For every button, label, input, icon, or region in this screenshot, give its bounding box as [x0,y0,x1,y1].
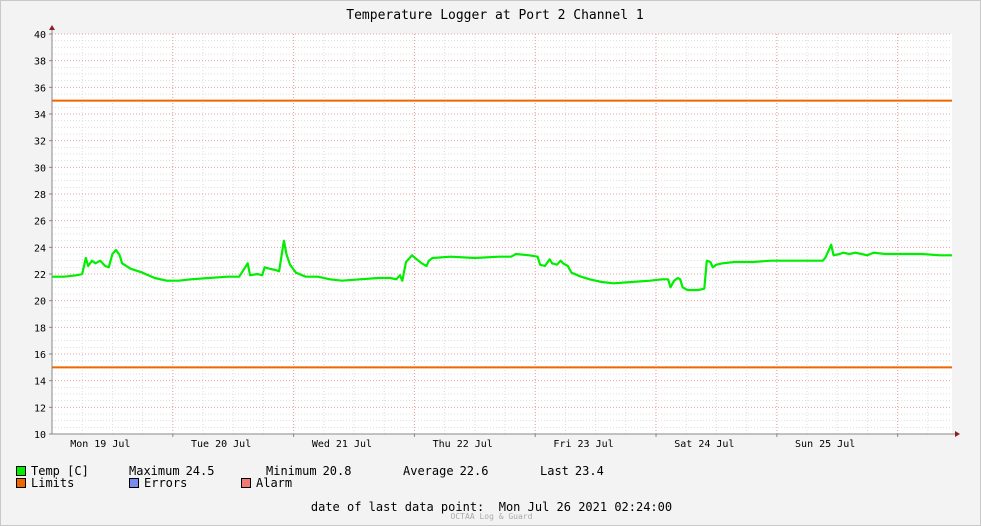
y-tick-label: 16 [34,350,46,361]
temperature-chart: Temperature Logger at Port 2 Channel 1 1… [34,8,960,450]
x-tick-label: Tue 20 Jul [191,439,251,450]
minimum-value: 20.8 [322,464,352,478]
y-tick-label: 34 [34,110,46,121]
legend-errors: Errors [129,476,241,490]
legend-row-status: Limits Errors Alarm [16,476,292,490]
x-axis-arrow [955,431,960,437]
y-axis-arrow [49,25,55,30]
legend-alarm-label: Alarm [256,476,293,490]
average-value: 22.6 [459,464,489,478]
x-tick-label: Wed 21 Jul [312,439,372,450]
x-tick-label: Sat 24 Jul [674,439,734,450]
y-tick-label: 32 [34,137,46,148]
legend-last: Last 23.4 [540,464,604,478]
x-tick-label: Thu 22 Jul [433,439,493,450]
limit-lines [52,99,952,369]
last-point-value: Mon Jul 26 2021 02:24:00 [498,500,673,514]
y-tick-label: 24 [34,243,46,254]
legend-alarm: Alarm [241,476,292,490]
series-layer [52,239,952,292]
y-tick-label: 22 [34,270,46,281]
legend-limits-label: Limits [31,476,75,490]
x-tick-label: Fri 23 Jul [553,439,613,450]
y-tick-label: 10 [34,430,46,441]
alarm-swatch [241,478,251,488]
y-tick-label: 14 [34,377,46,388]
watermark: OCTAA Log & Guard [450,512,533,521]
grid [52,33,952,434]
y-tick-label: 26 [34,217,46,228]
errors-swatch [129,478,139,488]
y-tick-label: 36 [34,83,46,94]
last-label: Last [540,464,569,478]
y-tick-label: 30 [34,163,46,174]
chart-title: Temperature Logger at Port 2 Channel 1 [346,8,643,23]
y-tick-label: 20 [34,297,46,308]
y-tick-label: 18 [34,323,46,334]
average-label: Average [403,464,454,478]
maximum-value: 24.5 [185,464,215,478]
axes: 10 12 14 16 18 20 22 24 26 28 30 32 34 36 38 40 Mon 19 J… [34,25,960,450]
limits-swatch [16,478,26,488]
legend-errors-label: Errors [144,476,188,490]
temp-series-line [52,239,952,292]
y-tick-label: 40 [34,30,46,41]
x-tick-label: Mon 19 Jul [70,439,130,450]
last-data-point: date of last data point: Mon Jul 26 2021… [1,500,981,514]
y-tick-label: 12 [34,403,46,414]
maximum-label: Maximum [129,464,180,478]
legend-average: Average 22.6 [403,464,540,478]
temp-swatch [16,466,26,476]
y-tick-label: 28 [34,190,46,201]
minimum-label: Minimum [266,464,317,478]
legend-maximum: Maximum 24.5 [129,464,266,478]
legend-temp-label: Temp [C] [31,464,89,478]
legend-limits: Limits [16,476,129,490]
y-tick-label: 38 [34,57,46,68]
legend-temp: Temp [C] [16,464,129,478]
x-tick-label: Sun 25 Jul [795,439,855,450]
last-value: 23.4 [574,464,604,478]
last-point-label: date of last data point: [310,500,485,514]
legend-minimum: Minimum 20.8 [266,464,403,478]
legend-row-temp: Temp [C] Maximum 24.5 Minimum 20.8 Avera… [16,464,604,478]
